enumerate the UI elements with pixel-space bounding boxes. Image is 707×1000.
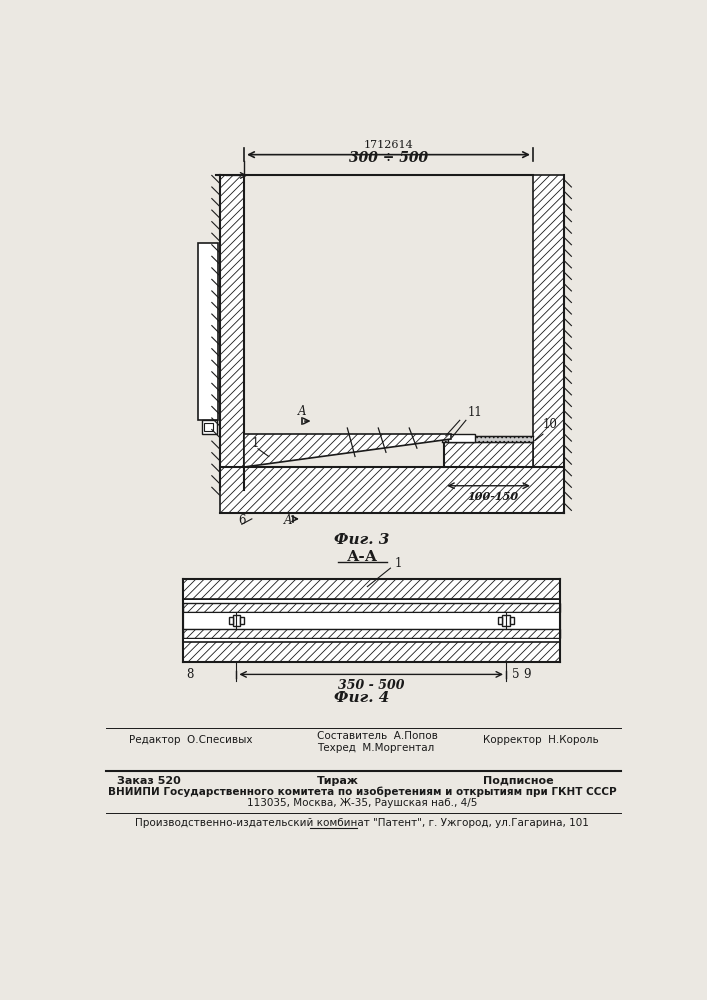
- Text: Подписное: Подписное: [483, 776, 554, 786]
- Text: 9: 9: [523, 668, 530, 681]
- Bar: [182, 629, 560, 638]
- Text: A: A: [298, 405, 306, 418]
- Text: 1: 1: [395, 557, 402, 570]
- Bar: [444, 442, 533, 466]
- Text: 1712614: 1712614: [363, 140, 414, 150]
- Text: Заказ 520: Заказ 520: [117, 776, 181, 786]
- Text: 6: 6: [238, 514, 245, 527]
- Text: Фиг. 4: Фиг. 4: [334, 690, 390, 704]
- Text: 1: 1: [252, 437, 259, 450]
- Text: 100-150: 100-150: [467, 491, 518, 502]
- Bar: [510, 617, 514, 624]
- Bar: [229, 617, 233, 624]
- Bar: [498, 617, 502, 624]
- Bar: [233, 615, 240, 626]
- Bar: [448, 434, 475, 442]
- Text: А-А: А-А: [346, 550, 378, 564]
- Text: 300 ÷ 500: 300 ÷ 500: [349, 151, 428, 165]
- Polygon shape: [244, 434, 450, 466]
- Text: 113035, Москва, Ж-35, Раушская наб., 4/5: 113035, Москва, Ж-35, Раушская наб., 4/5: [247, 798, 477, 808]
- Text: 11: 11: [467, 406, 482, 419]
- Bar: [182, 642, 560, 662]
- Text: 8: 8: [187, 668, 194, 681]
- Text: 10: 10: [543, 418, 558, 431]
- Bar: [219, 175, 244, 490]
- Bar: [182, 603, 560, 612]
- Text: Фиг. 3: Фиг. 3: [334, 533, 390, 547]
- Text: Тираж: Тираж: [317, 776, 359, 786]
- Text: A: A: [284, 514, 293, 527]
- Bar: [182, 599, 560, 603]
- Bar: [204, 423, 214, 431]
- Bar: [201, 420, 217, 434]
- Text: Составитель  А.Попов: Составитель А.Попов: [317, 731, 438, 741]
- Text: 350 - 500: 350 - 500: [338, 679, 404, 692]
- Bar: [198, 243, 218, 420]
- Text: Редактор  О.Спесивых: Редактор О.Спесивых: [129, 735, 252, 745]
- Bar: [502, 615, 510, 626]
- Text: ВНИИПИ Государственного комитета по изобретениям и открытиям при ГКНТ СССР: ВНИИПИ Государственного комитета по изоб…: [107, 787, 617, 797]
- Text: Корректор  Н.Король: Корректор Н.Король: [483, 735, 599, 745]
- Text: Техред  М.Моргентал: Техред М.Моргентал: [317, 743, 435, 753]
- Bar: [182, 612, 560, 629]
- Bar: [182, 579, 560, 599]
- Bar: [533, 175, 563, 513]
- Bar: [182, 638, 560, 642]
- Text: 5: 5: [512, 668, 520, 681]
- Text: Производственно-издательский комбинат "Патент", г. Ужгород, ул.Гагарина, 101: Производственно-издательский комбинат "П…: [135, 818, 589, 828]
- Bar: [219, 466, 563, 513]
- Bar: [240, 617, 244, 624]
- Bar: [442, 436, 533, 442]
